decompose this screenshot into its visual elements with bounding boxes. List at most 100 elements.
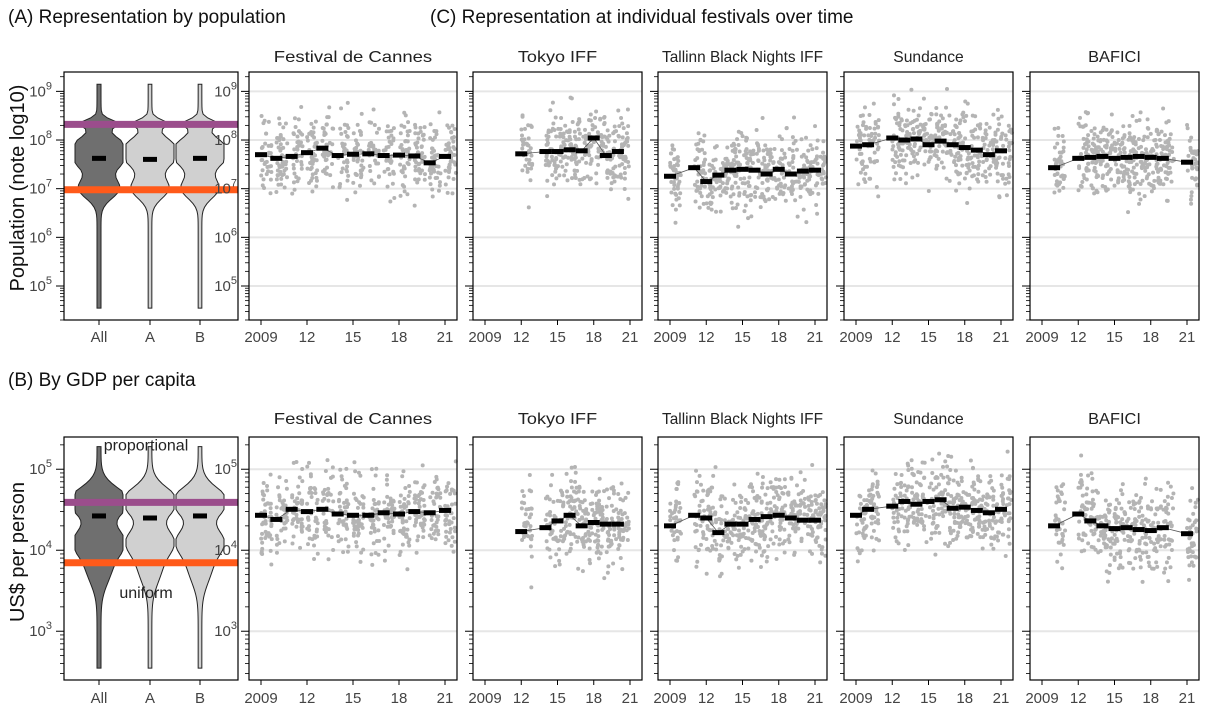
y-tick-label: 109	[214, 80, 237, 100]
data-point	[746, 546, 751, 551]
data-point	[801, 207, 806, 212]
data-point	[719, 518, 724, 523]
data-point	[713, 157, 718, 162]
data-point	[959, 475, 964, 480]
data-point	[1153, 546, 1158, 551]
data-point	[331, 547, 336, 552]
data-point	[1001, 497, 1006, 502]
data-point	[277, 541, 282, 546]
data-point	[873, 471, 878, 476]
median-mark	[748, 167, 761, 173]
data-point	[1084, 147, 1089, 152]
data-point	[893, 153, 898, 158]
data-point	[296, 117, 301, 122]
data-point	[416, 136, 421, 141]
data-point	[977, 125, 982, 130]
data-point	[1164, 176, 1169, 181]
data-point	[822, 156, 827, 161]
data-point	[754, 151, 759, 156]
data-point	[1127, 500, 1132, 505]
data-point	[576, 535, 581, 540]
data-point	[281, 125, 286, 130]
data-point	[672, 186, 677, 191]
data-point	[1086, 473, 1091, 478]
data-point	[707, 192, 712, 197]
data-point	[984, 121, 989, 126]
data-point	[943, 129, 948, 134]
data-point	[698, 542, 703, 547]
median-mark	[408, 509, 421, 515]
data-point	[354, 497, 359, 502]
data-point	[1058, 552, 1063, 557]
data-point	[596, 556, 601, 561]
data-point	[725, 533, 730, 538]
data-point	[339, 131, 344, 136]
data-point	[763, 143, 768, 148]
data-point	[436, 188, 441, 193]
data-point	[983, 528, 988, 533]
data-point	[899, 514, 904, 519]
x-tick-label: 18	[956, 329, 973, 346]
data-point	[343, 129, 348, 134]
data-point	[895, 495, 900, 500]
data-point	[599, 544, 604, 549]
median-mark	[982, 510, 995, 516]
data-point	[876, 145, 881, 150]
data-point	[988, 474, 993, 479]
data-point	[527, 515, 532, 520]
data-point	[376, 174, 381, 179]
data-point	[892, 486, 897, 491]
data-point	[437, 504, 442, 509]
data-point	[330, 185, 335, 190]
data-point	[816, 191, 821, 196]
data-point	[819, 502, 824, 507]
data-point	[875, 479, 880, 484]
median-mark	[736, 521, 749, 527]
data-point	[1090, 497, 1095, 502]
data-point	[786, 161, 791, 166]
data-point	[936, 128, 941, 133]
data-point	[399, 143, 404, 148]
data-point	[991, 143, 996, 148]
data-point	[420, 159, 425, 164]
data-point	[1127, 160, 1132, 165]
data-point	[625, 107, 630, 112]
data-point	[745, 161, 750, 166]
data-point	[929, 536, 934, 541]
data-point	[262, 162, 267, 167]
data-point	[766, 544, 771, 549]
data-point	[337, 504, 342, 509]
data-point	[1056, 126, 1061, 131]
data-point	[738, 515, 743, 520]
data-point	[283, 121, 288, 126]
data-point	[1008, 491, 1013, 496]
y-tick-label: 105	[214, 275, 237, 295]
median-mark	[285, 506, 298, 512]
median-mark	[712, 172, 725, 178]
data-point	[590, 507, 595, 512]
data-point	[609, 516, 614, 521]
data-point	[1109, 129, 1114, 134]
data-point	[782, 151, 787, 156]
median-mark	[1144, 154, 1157, 160]
data-point	[904, 488, 909, 493]
data-point	[857, 493, 862, 498]
x-tick-label: 12	[299, 329, 316, 346]
data-point	[1108, 148, 1113, 153]
data-point	[526, 123, 531, 128]
median-mark	[995, 506, 1007, 512]
data-point	[958, 118, 963, 123]
data-point	[296, 484, 301, 489]
data-point	[617, 153, 622, 158]
data-point	[1061, 145, 1066, 150]
data-point	[987, 518, 992, 523]
data-point	[772, 147, 777, 152]
data-point	[873, 121, 878, 126]
data-point	[823, 553, 828, 558]
data-point	[1154, 560, 1159, 565]
data-point	[330, 161, 335, 166]
data-point	[673, 503, 678, 508]
data-point	[523, 512, 528, 517]
data-point	[429, 150, 434, 155]
data-point	[808, 174, 813, 179]
